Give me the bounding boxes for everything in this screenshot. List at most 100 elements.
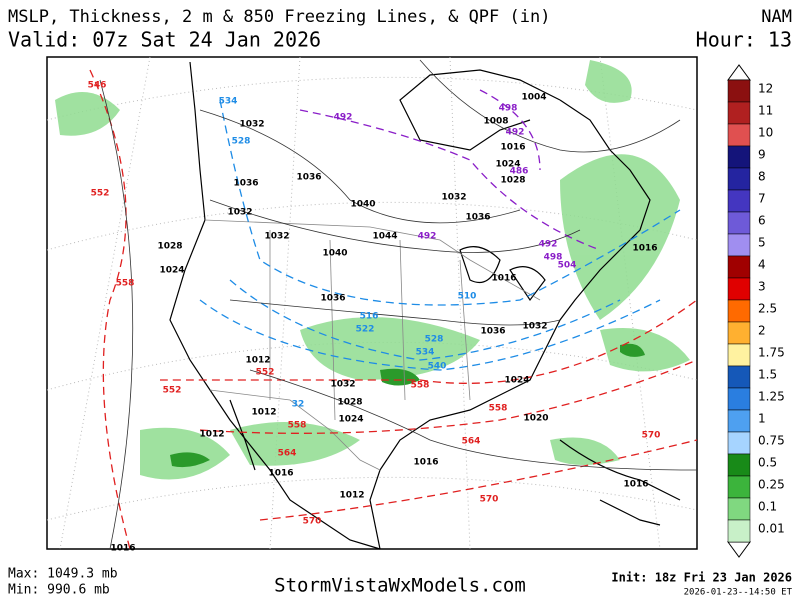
- contour-label: 1016: [110, 544, 135, 554]
- contour-label: 1032: [330, 380, 355, 390]
- contour-label: 1020: [523, 414, 548, 424]
- colorbar-label: 0.5: [758, 456, 777, 470]
- title: MSLP, Thickness, 2 m & 850 Freezing Line…: [8, 7, 550, 27]
- contour-label: 528: [232, 137, 251, 147]
- colorbar-swatch: [727, 145, 751, 169]
- contour-label: 534: [219, 97, 238, 107]
- colorbar-swatch: [727, 387, 751, 411]
- contour-label: 528: [425, 335, 444, 345]
- contour-label: 564: [462, 437, 481, 447]
- colorbar-label: 4: [758, 258, 766, 272]
- contour-label: 1032: [239, 120, 264, 130]
- forecast-hour: Hour: 13: [696, 28, 792, 52]
- colorbar-label: 1.5: [758, 368, 777, 382]
- model-name: NAM: [761, 7, 792, 27]
- colorbar-label: 2.5: [758, 302, 777, 316]
- contour-label: 558: [489, 404, 508, 414]
- contour-label: 1028: [500, 176, 525, 186]
- contour-label: 492: [418, 232, 437, 242]
- contour-label: 552: [91, 189, 110, 199]
- colorbar-swatch: [727, 233, 751, 257]
- contour-label: 1016: [632, 244, 657, 254]
- contour-label: 564: [278, 449, 297, 459]
- colorbar-top-arrow: [727, 64, 751, 81]
- colorbar-label: 1: [758, 412, 766, 426]
- contour-label: 1044: [372, 232, 397, 242]
- colorbar-bottom-arrow: [727, 541, 751, 558]
- colorbar: 12 11 10 9 8 7 6 5 4 3 2.5 2 1.75 1.5 1.25 1 0.75 0.5 0.25…: [727, 64, 785, 558]
- contour-label: 498: [499, 104, 518, 114]
- contour-label: 498: [544, 253, 563, 263]
- colorbar-label: 0.01: [758, 522, 785, 536]
- contour-label: 1036: [296, 173, 321, 183]
- contour-label: 1032: [227, 208, 252, 218]
- contour-label: 1008: [483, 117, 508, 127]
- contour-label: 1036: [320, 294, 345, 304]
- contour-label: 492: [334, 113, 353, 123]
- min-pressure: Min: 990.6 mb: [8, 583, 110, 598]
- contour-label: 1028: [157, 242, 182, 252]
- contour-label: 1004: [521, 93, 546, 103]
- contour-label: 492: [506, 128, 525, 138]
- contour-label: 558: [288, 421, 307, 431]
- borders: [204, 219, 541, 471]
- contour-label: 1036: [233, 179, 258, 189]
- colorbar-swatch: [727, 519, 751, 543]
- contour-label: 510: [458, 292, 477, 302]
- precipitation: [55, 60, 690, 480]
- contour-label: 1012: [245, 356, 270, 366]
- colorbar-swatch: [727, 321, 751, 345]
- contour-label: 1016: [623, 480, 648, 490]
- contour-label: 1024: [159, 266, 184, 276]
- contour-label: 1016: [491, 274, 516, 284]
- heavy-precipitation: [170, 343, 645, 468]
- contour-label: 558: [411, 381, 430, 391]
- contour-label: 1016: [268, 469, 293, 479]
- colorbar-swatch: [727, 101, 751, 125]
- contour-label: 1028: [337, 398, 362, 408]
- colorbar-label: 11: [758, 104, 773, 118]
- thickness-lines: [89, 69, 698, 550]
- map: 546 552 558 552 552 558 564 570 564 558 570 570 558 4…: [46, 56, 698, 554]
- colorbar-swatch: [727, 409, 751, 433]
- contour-label: 1036: [480, 327, 505, 337]
- contour-label: 1024: [338, 415, 363, 425]
- contour-label: 516: [360, 312, 379, 322]
- init-time: Init: 18z Fri 23 Jan 2026: [611, 571, 792, 585]
- colorbar-swatch: [727, 453, 751, 477]
- colorbar-swatch: [727, 343, 751, 367]
- valid-time: Valid: 07z Sat 24 Jan 2026: [8, 28, 321, 52]
- contour-label: 504: [558, 261, 577, 271]
- colorbar-swatch: [727, 431, 751, 455]
- contour-label: 552: [163, 386, 182, 396]
- colorbar-label: 1.75: [758, 346, 785, 360]
- colorbar-swatch: [727, 497, 751, 521]
- colorbar-swatch: [727, 189, 751, 213]
- colorbar-swatch: [727, 365, 751, 389]
- contour-label: 570: [303, 517, 322, 527]
- contour-label: 546: [88, 81, 107, 91]
- contour-label: 1012: [199, 430, 224, 440]
- contour-label: 540: [428, 362, 447, 372]
- colorbar-swatch: [727, 167, 751, 191]
- contour-label: 486: [510, 167, 529, 177]
- colorbar-swatch: [727, 255, 751, 279]
- contour-label: 1040: [350, 200, 375, 210]
- contour-label: 1016: [500, 143, 525, 153]
- contour-label: 552: [256, 368, 275, 378]
- colorbar-label: 7: [758, 192, 766, 206]
- timestamp: 2026-01-23--14:50 ET: [684, 588, 793, 598]
- contour-label: 1032: [441, 193, 466, 203]
- colorbar-label: 2: [758, 324, 766, 338]
- contour-label: 1032: [522, 322, 547, 332]
- contour-label: 522: [356, 325, 375, 335]
- colorbar-label: 6: [758, 214, 766, 228]
- colorbar-swatch: [727, 277, 751, 301]
- colorbar-label: 12: [758, 82, 773, 96]
- contour-label: 1012: [339, 491, 364, 501]
- colorbar-label: 5: [758, 236, 766, 250]
- colorbar-label: 8: [758, 170, 766, 184]
- contour-label: 1012: [251, 408, 276, 418]
